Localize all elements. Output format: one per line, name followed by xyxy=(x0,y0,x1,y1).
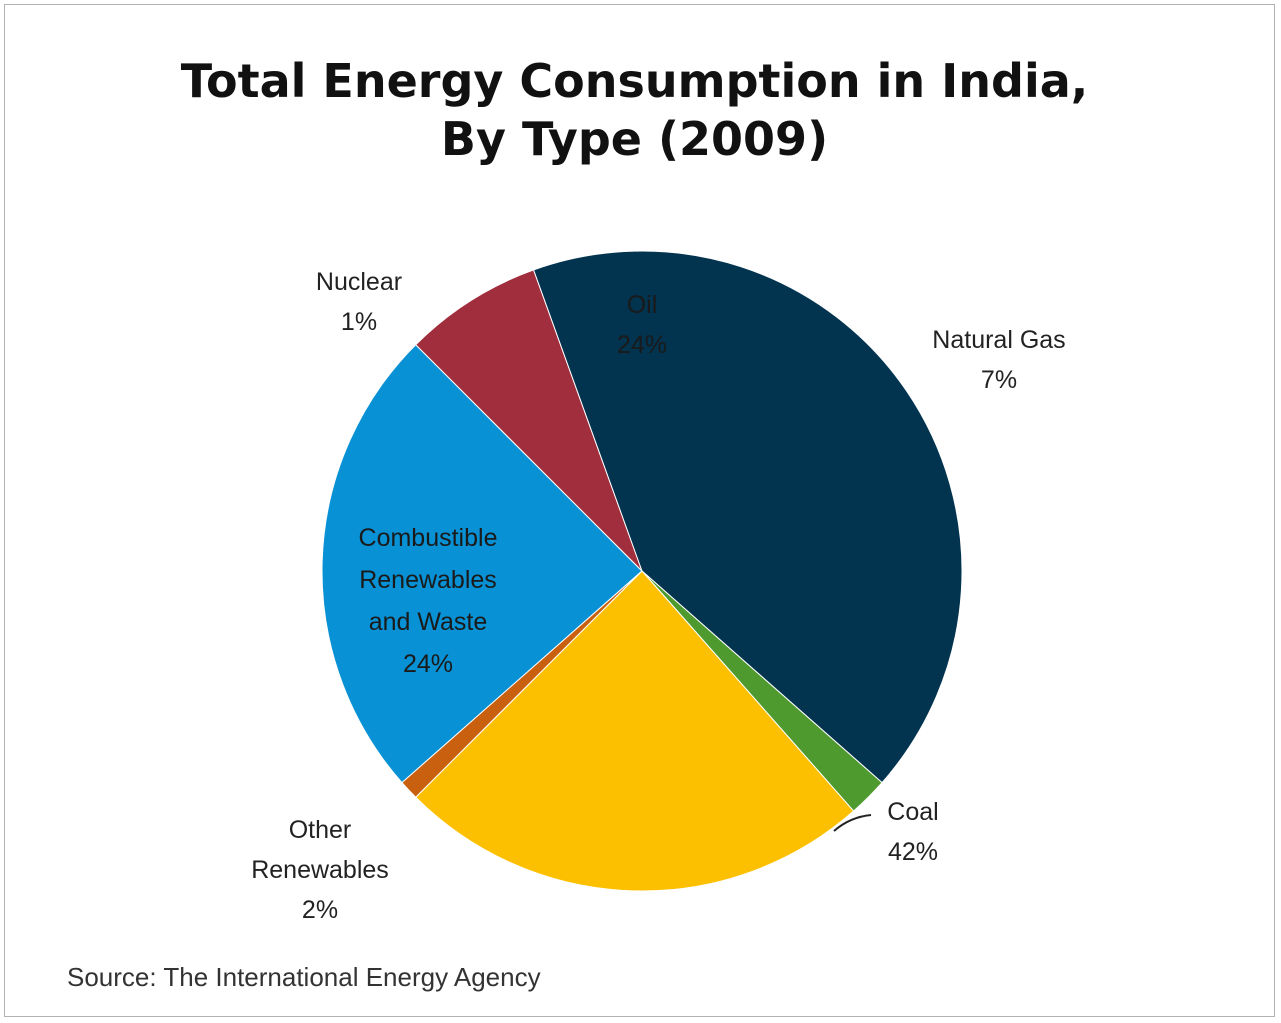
slice-name-coal: Coal xyxy=(887,798,938,826)
slice-percent-oil: 24% xyxy=(617,331,667,359)
chart-title: Total Energy Consumption in India, By Ty… xyxy=(5,53,1264,168)
slice-name-oil: Oil xyxy=(627,291,658,319)
slice-percent-other-renewables: 2% xyxy=(302,896,338,924)
source-note: Source: The International Energy Agency xyxy=(67,962,541,992)
slice-name-other-renewables: Renewables xyxy=(251,856,389,884)
pie-slice-coal xyxy=(532,250,963,784)
slice-name-combustible-renewables-and-waste: Combustible xyxy=(359,524,498,552)
slice-name-nuclear: Nuclear xyxy=(316,268,402,296)
slice-name-combustible-renewables-and-waste: and Waste xyxy=(369,608,488,636)
pie-slice-oil xyxy=(321,344,643,784)
slice-label-combustible-renewables-and-waste: Combustible Renewables and Waste 24% xyxy=(359,524,498,678)
chart-title-line-2: By Type (2009) xyxy=(440,111,829,166)
slice-percent-coal: 42% xyxy=(888,838,938,866)
chart-frame: Total Energy Consumption in India, By Ty… xyxy=(4,4,1275,1017)
slice-percent-nuclear: 1% xyxy=(341,308,377,336)
slice-label-natural-gas: Natural Gas 7% xyxy=(932,326,1065,394)
pie-slice-combustible-renewables-and-waste xyxy=(415,570,855,892)
slice-name-natural-gas: Natural Gas xyxy=(932,326,1065,354)
pie-slice-nuclear xyxy=(401,570,643,798)
slice-percent-natural-gas: 7% xyxy=(981,366,1017,394)
slice-label-coal: Coal 42% xyxy=(887,798,938,866)
slice-label-oil: Oil 24% xyxy=(617,291,667,359)
pie-chart: Oil 24% Natural Gas 7% Coal 42% Other Renewable… xyxy=(251,250,1066,924)
slice-name-other-renewables: Other xyxy=(289,816,352,844)
slice-labels: Oil 24% Natural Gas 7% Coal 42% Other Renewable… xyxy=(251,268,1065,924)
pie-slice-natural-gas xyxy=(415,269,643,572)
chart-title-line-1: Total Energy Consumption in India, xyxy=(180,54,1089,108)
slice-label-nuclear: Nuclear 1% xyxy=(316,268,402,336)
pie-slices xyxy=(321,250,963,892)
slice-name-combustible-renewables-and-waste: Renewables xyxy=(359,566,497,594)
coal-leader-line xyxy=(833,814,872,832)
slice-percent-combustible-renewables-and-waste: 24% xyxy=(403,650,453,678)
slice-label-other-renewables: Other Renewables 2% xyxy=(251,816,389,924)
